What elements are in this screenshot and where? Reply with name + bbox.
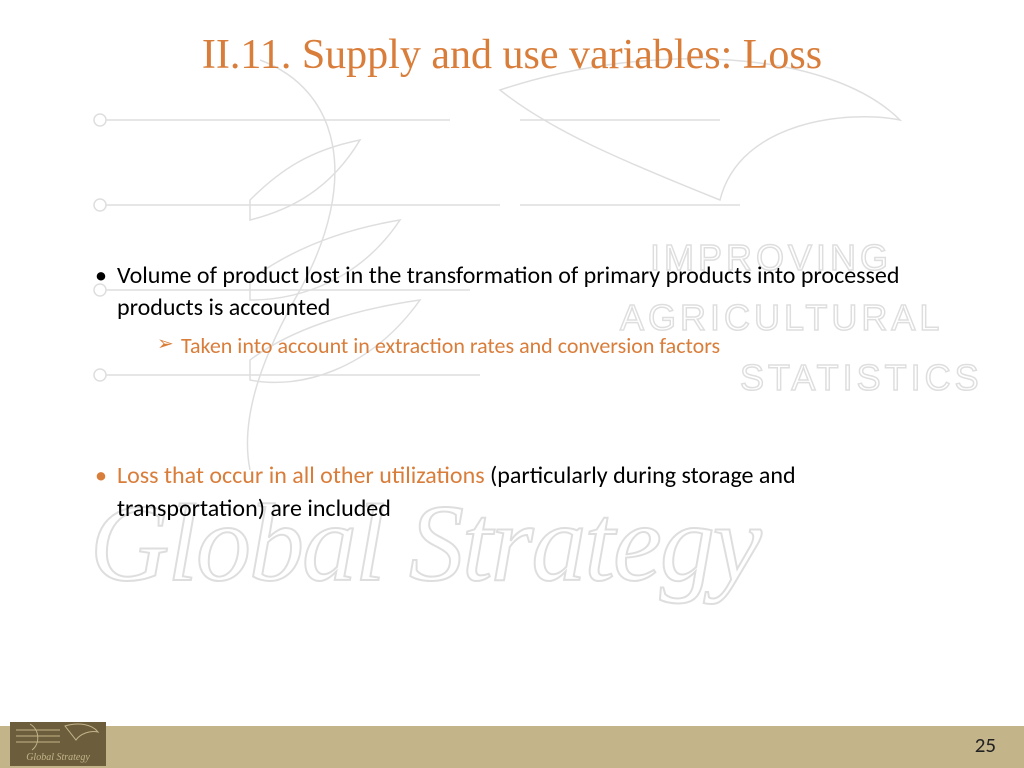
bullet-1-sub-list: Taken into account in extraction rates a… <box>157 331 925 361</box>
bullet-2-part-1: Loss that occur in all other utilization… <box>117 461 490 490</box>
bullet-1-sub-1: Taken into account in extraction rates a… <box>157 331 925 361</box>
footer-logo: Global Strategy <box>10 710 106 766</box>
slide-content: Volume of product lost in the transforma… <box>95 260 925 625</box>
slide: IMPROVING AGRICULTURAL STATISTICS Global… <box>0 0 1024 768</box>
bullet-2: Loss that occur in all other utilization… <box>95 460 925 525</box>
footer-logo-text: Global Strategy <box>26 752 90 763</box>
bullet-1-sub-1-text: Taken into account in extraction rates a… <box>181 332 720 359</box>
footer-bar <box>0 726 1024 768</box>
bullet-1-text: Volume of product lost in the transforma… <box>117 261 899 322</box>
slide-title: II.11. Supply and use variables: Loss <box>0 30 1024 80</box>
page-number: 25 <box>975 732 996 758</box>
bullet-1: Volume of product lost in the transforma… <box>95 260 925 360</box>
bullet-list: Volume of product lost in the transforma… <box>95 260 925 525</box>
